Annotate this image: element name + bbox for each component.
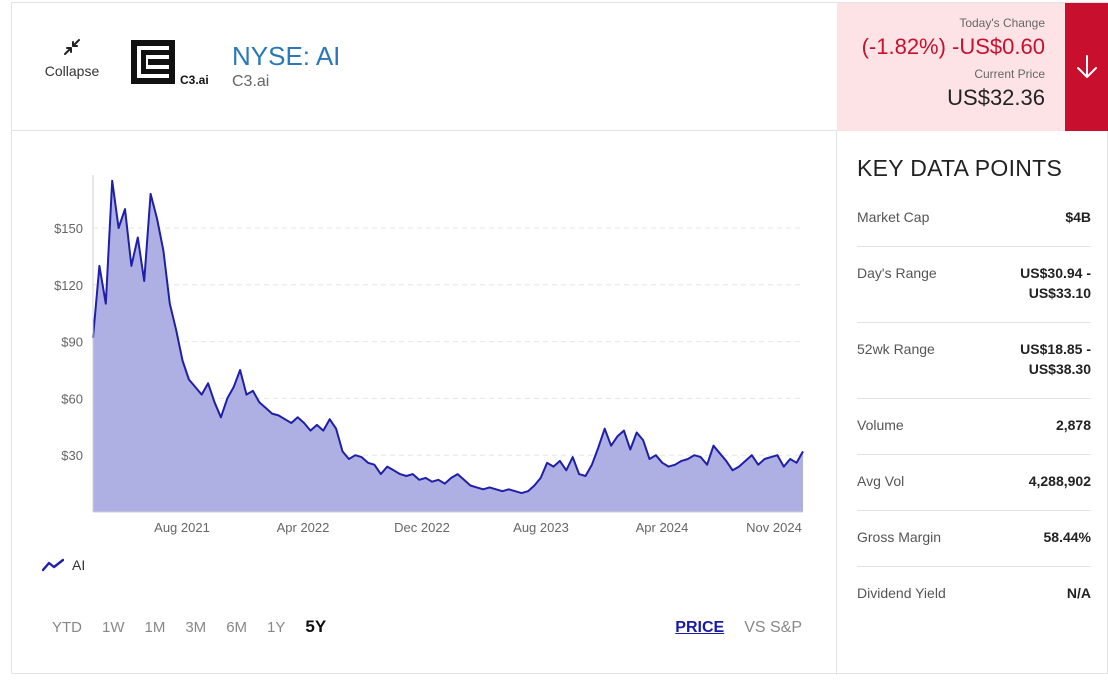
key-data-row: 52wk Range US$18.85 - US$38.30 (857, 323, 1091, 399)
range-6m[interactable]: 6M (226, 619, 248, 636)
key-data-value: N/A (1066, 585, 1091, 601)
key-data-value: 2,878 (1055, 417, 1091, 433)
stock-widget: Collapse C3.ai NYSE: AI C3.ai Today's Ch… (11, 2, 1108, 675)
trend-line-icon (42, 558, 64, 572)
key-data-panel: KEY DATA POINTS Market Cap $4B Day's Range… (837, 131, 1108, 675)
key-data-value: US$30.94 - US$33.10 (1020, 265, 1091, 301)
x-tick-label: Aug 2021 (154, 520, 210, 535)
todays-change-value: (-1.82%) -US$0.60 (861, 34, 1045, 59)
key-data-row: Avg Vol 4,288,902 (857, 455, 1091, 511)
price-area-fill (93, 180, 803, 512)
collapse-label: Collapse (44, 63, 100, 79)
range-5y[interactable]: 5Y (305, 617, 327, 636)
legend-label: AI (72, 557, 86, 573)
mode-price[interactable]: PRICE (675, 619, 725, 636)
price-line-ai (92, 179, 804, 495)
x-tick-label: Apr 2024 (636, 520, 689, 535)
key-data-row: Gross Margin 58.44% (857, 511, 1091, 567)
time-range-selector: YTD 1W 1M 3M 6M 1Y 5Y (52, 617, 346, 637)
key-data-label: 52wk Range (857, 341, 935, 357)
y-tick-label: $30 (61, 448, 83, 463)
key-data-value: US$18.85 - US$38.30 (1020, 341, 1091, 377)
chart-legend: AI (42, 557, 85, 573)
key-data-row: Dividend Yield N/A (857, 567, 1091, 623)
key-data-row: Market Cap $4B (857, 191, 1091, 247)
key-data-label: Avg Vol (857, 473, 905, 489)
logo-wordmark: C3.ai (180, 73, 209, 87)
x-tick-label: Aug 2023 (513, 520, 569, 535)
x-tick-label: Apr 2022 (277, 520, 330, 535)
range-1m[interactable]: 1M (144, 619, 166, 636)
chart-mode-selector: PRICE VS S&P (655, 619, 802, 637)
current-price-value: US$32.36 (947, 85, 1045, 110)
y-tick-label: $60 (61, 391, 83, 406)
mode-vs-s-p[interactable]: VS S&P (744, 619, 802, 636)
key-data-label: Volume (857, 417, 904, 433)
collapse-button[interactable]: Collapse (32, 37, 112, 81)
key-data-label: Gross Margin (857, 529, 942, 545)
stock-header: Collapse C3.ai NYSE: AI C3.ai (12, 3, 837, 131)
y-tick-label: $120 (54, 278, 83, 293)
y-tick-label: $90 (61, 335, 83, 350)
key-data-title: KEY DATA POINTS (857, 155, 1063, 181)
range-1w[interactable]: 1W (102, 619, 125, 636)
key-data-value: $4B (1065, 209, 1091, 225)
key-data-value: 58.44% (1043, 529, 1091, 545)
todays-change-label: Today's Change (959, 16, 1045, 30)
range-ytd[interactable]: YTD (52, 619, 82, 636)
arrow-down-icon (1077, 55, 1097, 78)
price-chart-svg: $30 $60 $90 $120 $150 Aug 2021 Apr 2022 Dec 202… (54, 175, 804, 535)
key-data-row: Volume 2,878 (857, 399, 1091, 455)
company-logo: C3.ai (130, 39, 212, 87)
key-data-value: 4,288,902 (1028, 473, 1091, 489)
x-tick-label: Nov 2024 (746, 520, 802, 535)
range-1y[interactable]: 1Y (267, 619, 286, 636)
range-3m[interactable]: 3M (185, 619, 207, 636)
key-data-list: Market Cap $4B Day's Range US$30.94 - US$33… (857, 191, 1091, 623)
company-name: C3.ai (232, 73, 270, 90)
ticker-symbol: NYSE: AI (232, 41, 341, 71)
c3ai-logo-icon (131, 40, 175, 84)
key-data-label: Dividend Yield (857, 585, 946, 601)
key-data-label: Day's Range (857, 265, 937, 281)
key-data-label: Market Cap (857, 209, 930, 225)
x-tick-label: Dec 2022 (394, 520, 450, 535)
quote-panel: Today's Change (-1.82%) -US$0.60 Current… (837, 3, 1065, 131)
direction-indicator (1065, 3, 1108, 131)
key-data-row: Day's Range US$30.94 - US$33.10 (857, 247, 1091, 323)
current-price-label: Current Price (974, 67, 1045, 81)
collapse-icon (64, 39, 80, 55)
price-chart: $30 $60 $90 $120 $150 Aug 2021 Apr 2022 Dec 202… (12, 131, 837, 675)
y-tick-label: $150 (54, 221, 83, 236)
